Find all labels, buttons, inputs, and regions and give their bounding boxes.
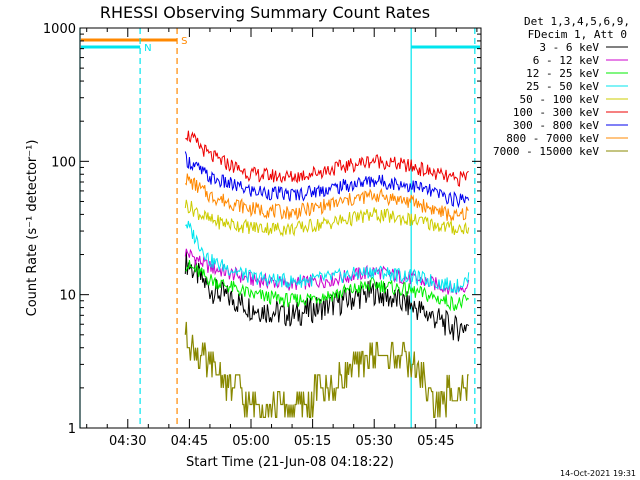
flag-bars: SN bbox=[81, 36, 480, 54]
legend-header-1: Det 1,3,4,5,6,9, bbox=[524, 15, 630, 28]
x-tick-label: 04:30 bbox=[109, 434, 146, 449]
x-axis: 04:30 04:45 05:00 05:15 05:30 05:45 bbox=[86, 28, 478, 449]
legend-entry: 3 - 6 keV bbox=[539, 41, 599, 54]
legend-entry: 12 - 25 keV bbox=[526, 67, 599, 80]
legend: Det 1,3,4,5,6,9, FDecim 1, Att 0 3 - 6 k… bbox=[493, 15, 630, 158]
flag-label: N bbox=[144, 43, 151, 54]
series-line bbox=[184, 321, 469, 418]
legend-entry: 6 - 12 keV bbox=[533, 54, 600, 67]
x-tick-label: 04:45 bbox=[171, 434, 208, 449]
legend-entry: 800 - 7000 keV bbox=[506, 132, 599, 145]
y-tick-label: 10 bbox=[59, 289, 76, 304]
series-line bbox=[184, 173, 469, 221]
legend-entry: 7000 - 15000 keV bbox=[493, 145, 599, 158]
series-lines bbox=[184, 130, 470, 418]
legend-entry: 50 - 100 keV bbox=[520, 93, 600, 106]
legend-entry: 300 - 800 keV bbox=[513, 119, 599, 132]
legend-entry: 25 - 50 keV bbox=[526, 80, 599, 93]
series-line bbox=[184, 248, 470, 295]
y-axis: 1 10 100 1000 bbox=[43, 22, 481, 437]
series-line bbox=[185, 220, 470, 294]
flag-label: S bbox=[181, 36, 187, 47]
legend-header-2: FDecim 1, Att 0 bbox=[528, 28, 627, 41]
y-tick-label: 100 bbox=[51, 155, 76, 170]
y-tick-label: 1000 bbox=[43, 22, 76, 37]
series-line bbox=[184, 199, 470, 238]
series-line bbox=[185, 130, 469, 187]
chart-title: RHESSI Observing Summary Count Rates bbox=[100, 3, 430, 22]
x-axis-label: Start Time (21-Jun-08 04:18:22) bbox=[186, 455, 394, 470]
plot-frame bbox=[79, 27, 482, 429]
x-tick-label: 05:45 bbox=[417, 434, 454, 449]
y-tick-label: 1 bbox=[68, 422, 76, 437]
x-tick-label: 05:15 bbox=[294, 434, 331, 449]
x-tick-label: 05:00 bbox=[232, 434, 269, 449]
legend-entry: 100 - 300 keV bbox=[513, 106, 599, 119]
series-line bbox=[185, 260, 470, 312]
x-tick-label: 05:30 bbox=[355, 434, 392, 449]
timestamp: 14-Oct-2021 19:31 bbox=[560, 469, 636, 478]
y-axis-label: Count Rate (s⁻¹ detector⁻¹) bbox=[25, 140, 40, 317]
series-line bbox=[184, 151, 470, 209]
